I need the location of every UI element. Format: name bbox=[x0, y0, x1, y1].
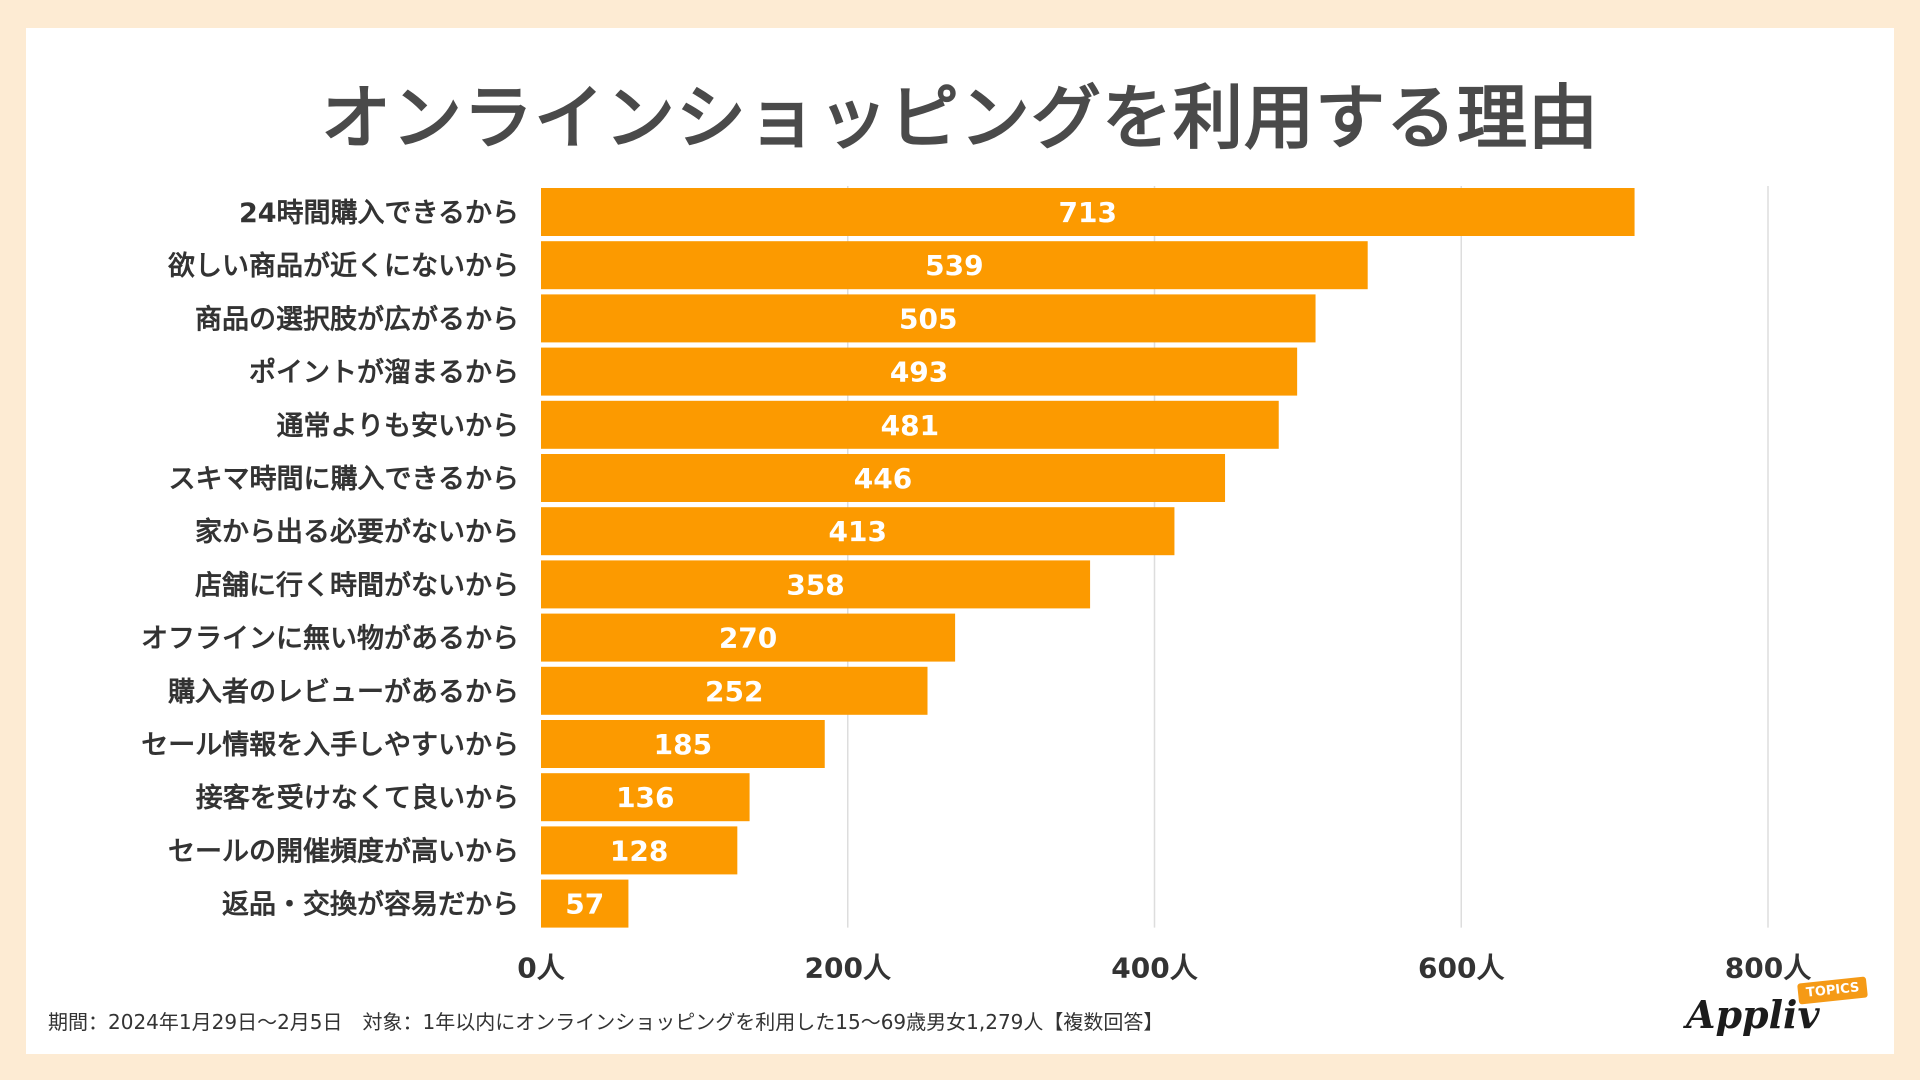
bar-value-label: 136 bbox=[616, 781, 674, 814]
bar bbox=[541, 454, 1226, 502]
category-label: 返品・交換が容易だから bbox=[222, 889, 519, 921]
bar bbox=[541, 188, 1635, 236]
bar bbox=[541, 613, 956, 662]
bar-value-label: 539 bbox=[925, 249, 983, 282]
bar bbox=[541, 507, 1175, 556]
bar bbox=[541, 347, 1298, 396]
bar bbox=[541, 560, 1091, 609]
x-tick-label: 400人 bbox=[1111, 952, 1197, 985]
bar bbox=[541, 826, 738, 875]
logo-topics-badge: TOPICS bbox=[1797, 976, 1869, 1005]
bar bbox=[541, 241, 1368, 290]
bar-value-label: 128 bbox=[610, 834, 668, 867]
category-label: 24時間購入できるから bbox=[239, 198, 519, 229]
x-tick-label: 800人 bbox=[1725, 952, 1811, 985]
bar-value-label: 413 bbox=[828, 515, 886, 548]
logo-wordmark: Appliv bbox=[1686, 992, 1820, 1037]
category-label: セール情報を入手しやすいから bbox=[141, 730, 519, 761]
category-label: ポイントが溜まるから bbox=[249, 357, 519, 389]
bar-value-label: 358 bbox=[786, 568, 844, 601]
survey-note: 期間：2024年1月29日～2月5日 対象：1年以内にオンラインショッピングを利… bbox=[48, 1010, 1164, 1034]
x-tick-label: 0人 bbox=[517, 952, 564, 985]
category-label: 購入者のレビューがあるから bbox=[168, 676, 519, 708]
category-label: オフラインに無い物があるから bbox=[141, 623, 519, 655]
bar-value-label: 185 bbox=[654, 728, 712, 761]
x-tick-label: 600人 bbox=[1418, 952, 1504, 985]
bar bbox=[541, 720, 825, 768]
bar-value-label: 270 bbox=[719, 622, 777, 655]
bar-value-label: 252 bbox=[705, 675, 763, 708]
bar-value-label: 713 bbox=[1059, 196, 1117, 229]
bar bbox=[541, 400, 1279, 449]
category-label: 店舗に行く時間がないから bbox=[195, 569, 519, 601]
category-label: 接客を受けなくて良いから bbox=[196, 782, 519, 814]
category-label: 商品の選択肢が広がるから bbox=[195, 303, 519, 335]
appliv-logo: Appliv TOPICS bbox=[1686, 976, 1869, 1040]
bar-value-label: 481 bbox=[881, 409, 939, 442]
category-label: スキマ時間に購入できるから bbox=[169, 464, 519, 495]
category-label: 通常よりも安いから bbox=[277, 411, 519, 442]
bar-value-label: 493 bbox=[890, 356, 948, 389]
category-label: 欲しい商品が近くにないから bbox=[167, 250, 519, 282]
bar bbox=[541, 666, 928, 715]
bar-value-label: 57 bbox=[565, 888, 604, 921]
category-label: 家から出る必要がないから bbox=[195, 516, 519, 548]
bar bbox=[541, 294, 1316, 343]
bar bbox=[541, 879, 629, 928]
x-tick-label: 200人 bbox=[805, 952, 891, 985]
bar-value-label: 446 bbox=[854, 462, 912, 495]
chart-title: オンラインショッピングを利用する理由 bbox=[321, 77, 1599, 159]
bar-value-label: 505 bbox=[899, 302, 957, 335]
bar-chart: 0人 200人 400人 600人 800人 713 24時間購入できるから 539 欲しい商品… bbox=[141, 186, 1811, 985]
category-label: セールの開催頻度が高いから bbox=[168, 835, 519, 867]
bar bbox=[541, 773, 750, 822]
